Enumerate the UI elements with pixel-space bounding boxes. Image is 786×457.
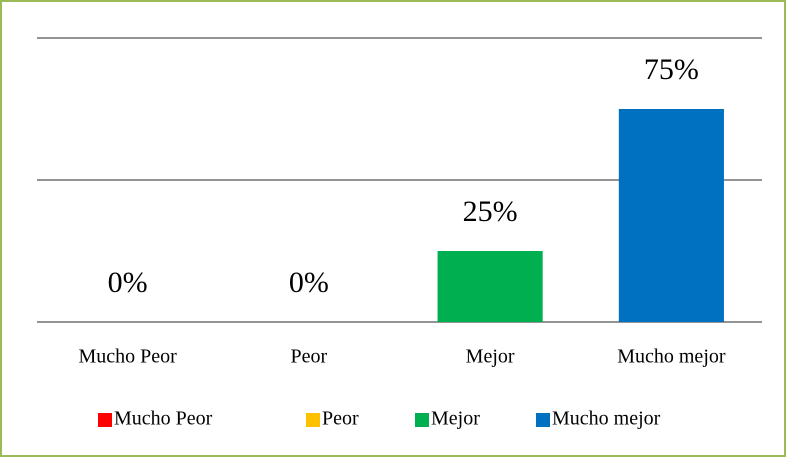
legend-swatch	[306, 413, 320, 427]
legend-label: Mucho Peor	[114, 408, 213, 430]
legend-swatch	[98, 413, 112, 427]
x-tick-label: Mucho mejor	[617, 346, 726, 368]
data-label: 0%	[108, 266, 148, 299]
x-tick-label: Mucho Peor	[78, 346, 177, 368]
bar	[437, 251, 543, 322]
legend-swatch	[536, 413, 550, 427]
legend-label: Peor	[322, 408, 359, 430]
x-tick-label: Mejor	[466, 346, 515, 368]
bar	[618, 109, 724, 322]
data-label: 75%	[644, 53, 699, 86]
legend-label: Mejor	[431, 408, 480, 430]
legend-swatch	[415, 413, 429, 427]
data-label: 25%	[463, 195, 518, 228]
legend-label: Mucho mejor	[552, 408, 661, 430]
data-label: 0%	[289, 266, 329, 299]
x-tick-label: Peor	[291, 346, 328, 368]
